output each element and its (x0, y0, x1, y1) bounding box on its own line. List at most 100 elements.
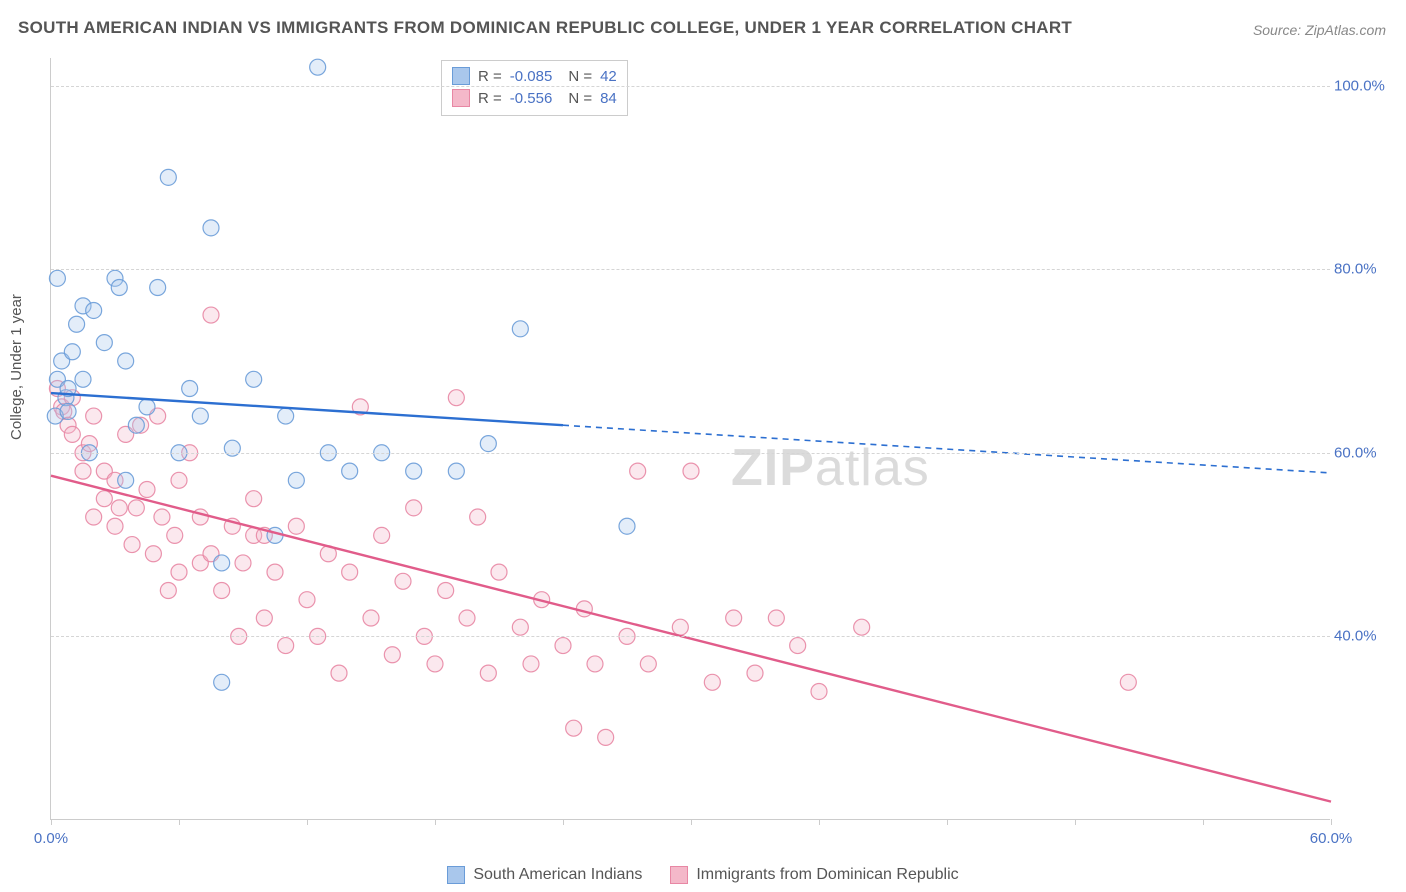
data-point (154, 509, 170, 525)
data-point (86, 408, 102, 424)
plot-area: ZIPatlas R = -0.085 N = 42 R = -0.556 N … (50, 58, 1330, 820)
data-point (683, 463, 699, 479)
data-point (619, 518, 635, 534)
legend-label: South American Indians (473, 866, 642, 884)
data-point (310, 59, 326, 75)
data-point (363, 610, 379, 626)
y-tick-label: 80.0% (1334, 261, 1392, 278)
chart-title: SOUTH AMERICAN INDIAN VS IMMIGRANTS FROM… (18, 18, 1072, 38)
data-point (374, 527, 390, 543)
legend-swatch-icon (670, 866, 688, 884)
data-point (246, 371, 262, 387)
data-point (438, 582, 454, 598)
data-point (704, 674, 720, 690)
x-tick (947, 819, 948, 825)
data-point (118, 353, 134, 369)
data-point (171, 472, 187, 488)
x-tick (435, 819, 436, 825)
data-point (235, 555, 251, 571)
legend-label: Immigrants from Dominican Republic (696, 866, 958, 884)
data-point (598, 729, 614, 745)
data-point (128, 417, 144, 433)
data-point (107, 518, 123, 534)
data-point (587, 656, 603, 672)
data-point (672, 619, 688, 635)
y-axis-title: College, Under 1 year (8, 294, 25, 440)
data-point (790, 638, 806, 654)
data-point (747, 665, 763, 681)
data-point (203, 220, 219, 236)
data-point (459, 610, 475, 626)
data-point (267, 564, 283, 580)
data-point (406, 463, 422, 479)
gridline (51, 453, 1330, 454)
data-point (278, 638, 294, 654)
x-tick (51, 819, 52, 825)
scatter-svg (51, 58, 1331, 820)
data-point (427, 656, 443, 672)
data-point (448, 390, 464, 406)
data-point (111, 280, 127, 296)
data-point (192, 408, 208, 424)
data-point (726, 610, 742, 626)
data-point (395, 573, 411, 589)
data-point (214, 582, 230, 598)
legend-item: South American Indians (447, 866, 642, 884)
data-point (182, 381, 198, 397)
data-point (60, 403, 76, 419)
data-point (811, 683, 827, 699)
data-point (854, 619, 870, 635)
data-point (448, 463, 464, 479)
data-point (118, 472, 134, 488)
x-tick (819, 819, 820, 825)
x-tick-label: 0.0% (34, 830, 68, 847)
data-point (96, 491, 112, 507)
data-point (160, 582, 176, 598)
data-point (342, 463, 358, 479)
data-point (128, 500, 144, 516)
data-point (512, 619, 528, 635)
data-point (64, 344, 80, 360)
data-point (75, 371, 91, 387)
x-tick (563, 819, 564, 825)
data-point (64, 426, 80, 442)
x-tick-label: 60.0% (1310, 830, 1353, 847)
x-tick (1331, 819, 1332, 825)
data-point (256, 610, 272, 626)
data-point (470, 509, 486, 525)
x-tick (1075, 819, 1076, 825)
data-point (139, 399, 155, 415)
data-point (86, 302, 102, 318)
regression-line (51, 393, 563, 425)
data-point (111, 500, 127, 516)
data-point (288, 472, 304, 488)
data-point (566, 720, 582, 736)
data-point (224, 440, 240, 456)
data-point (167, 527, 183, 543)
y-tick-label: 60.0% (1334, 444, 1392, 461)
data-point (150, 280, 166, 296)
data-point (214, 674, 230, 690)
data-point (630, 463, 646, 479)
x-tick (307, 819, 308, 825)
legend-item: Immigrants from Dominican Republic (670, 866, 958, 884)
data-point (768, 610, 784, 626)
source-label: Source: ZipAtlas.com (1253, 22, 1386, 38)
data-point (214, 555, 230, 571)
x-tick (179, 819, 180, 825)
data-point (1120, 674, 1136, 690)
data-point (160, 169, 176, 185)
data-point (555, 638, 571, 654)
legend-series: South American Indians Immigrants from D… (0, 866, 1406, 884)
data-point (246, 491, 262, 507)
data-point (384, 647, 400, 663)
data-point (86, 509, 102, 525)
data-point (576, 601, 592, 617)
data-point (171, 564, 187, 580)
gridline (51, 636, 1330, 637)
data-point (640, 656, 656, 672)
data-point (342, 564, 358, 580)
data-point (49, 270, 65, 286)
data-point (278, 408, 294, 424)
data-point (75, 463, 91, 479)
